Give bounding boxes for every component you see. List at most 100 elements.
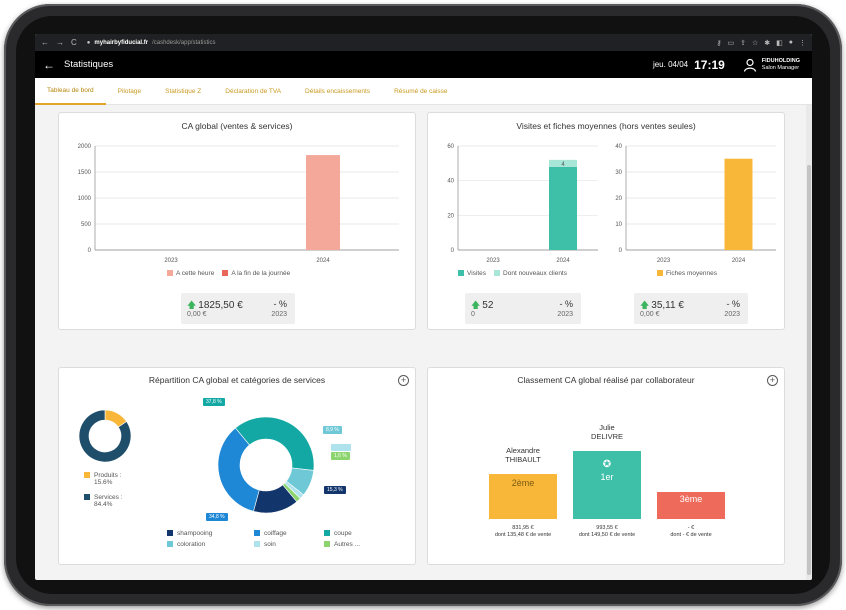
service-categories-donut xyxy=(217,416,315,514)
x-tick-label: 2023 xyxy=(486,258,500,264)
x-tick-label: 2024 xyxy=(556,258,570,264)
star-icon[interactable]: ☆ xyxy=(751,39,759,47)
ca-global-stat: 🡅 1825,50 € - % 0,00 € 2023 xyxy=(181,293,295,324)
x-tick-label: 2024 xyxy=(732,258,746,264)
donut-label-shampooing: 15,3 % xyxy=(324,486,346,494)
visites-title: Visites et fiches moyennes (hors ventes … xyxy=(516,121,696,131)
ca-global-chart: 0 500 1000 1500 2000 2023 2024 xyxy=(78,144,399,264)
visites-card: Visites et fiches moyennes (hors ventes … xyxy=(427,112,785,330)
app-header: ← Statistiques jeu. 04/04 17:19 FIDUHOLD… xyxy=(35,51,812,78)
header-time: 17:19 xyxy=(694,57,725,72)
y-tick-label: 0 xyxy=(88,248,92,254)
legend-label: A la fin de la journée xyxy=(231,270,291,277)
visites-legend: Visites Dont nouveaux clients xyxy=(458,270,567,277)
legend-item-shampooing: shampooing xyxy=(167,530,254,537)
legend-item: A cette heure xyxy=(167,270,214,277)
medal-icon: ✪ xyxy=(602,459,612,470)
donut-label-autres: 1,6 % xyxy=(331,452,350,460)
browser-back-icon[interactable]: ← xyxy=(41,38,49,47)
stat-value: 1825,50 € xyxy=(198,300,243,311)
legend-item-soin: soin xyxy=(254,541,324,548)
x-tick-label: 2024 xyxy=(316,258,330,264)
browser-menu-icon[interactable]: ⋮ xyxy=(799,39,806,47)
legend-item: Dont nouveaux clients xyxy=(494,270,567,277)
y-tick-label: 10 xyxy=(615,222,622,228)
key-icon[interactable]: ⚷ xyxy=(716,39,722,47)
legend-item-coupe: coupe xyxy=(324,530,384,537)
tab-resume-caisse[interactable]: Résumé de caisse xyxy=(394,87,448,95)
tab-pilotage[interactable]: Pilotage xyxy=(117,87,142,95)
classement-card: Classement CA global réalisé par collabo… xyxy=(427,367,785,565)
arrow-up-icon: 🡅 xyxy=(187,300,197,310)
y-tick-label: 0 xyxy=(451,248,455,254)
y-tick-label: 30 xyxy=(615,170,622,176)
rank-3-amount: - € dont - € de vente xyxy=(670,525,712,538)
y-tick-label: 2000 xyxy=(78,144,92,150)
legend-item: Fiches moyennes xyxy=(657,270,717,277)
tab-statistique-z[interactable]: Statistique Z xyxy=(165,87,202,95)
legend-swatch xyxy=(84,472,90,479)
legend-item-coiffage: coiffage xyxy=(254,530,324,537)
legend-swatch xyxy=(84,494,90,501)
ca-global-title: CA global (ventes & services) xyxy=(181,121,293,131)
legend-item-coloration: coloration xyxy=(167,541,254,548)
extensions-icon[interactable]: ✱ xyxy=(764,39,771,47)
user-icon[interactable] xyxy=(743,58,757,72)
browser-forward-icon[interactable]: → xyxy=(56,38,64,47)
profile-icon[interactable]: ● xyxy=(788,38,793,46)
tab-tableau-de-bord[interactable]: Tableau de bord xyxy=(35,78,106,105)
donut-slice xyxy=(78,409,132,463)
x-tick-label: 2023 xyxy=(164,258,178,264)
expand-plus-icon[interactable]: + xyxy=(767,375,778,386)
stat-percent: - % xyxy=(273,299,288,309)
legend-label: Visites xyxy=(467,270,487,277)
repartition-title: Répartition CA global et catégories de s… xyxy=(148,375,326,385)
donut-slice xyxy=(234,416,315,471)
page-scrollbar[interactable] xyxy=(806,105,812,580)
stat-previous: 0,00 € xyxy=(187,311,207,318)
visites-chart: 0 20 40 60 2023 2024 4 xyxy=(447,144,598,264)
bar xyxy=(549,159,577,167)
stat-year: 2023 xyxy=(724,311,740,318)
rank-2-name: Alexandre THIBAULT xyxy=(505,446,541,464)
stat-year: 2023 xyxy=(557,311,573,318)
header-date: jeu. 04/04 xyxy=(652,60,689,69)
rank-3-label: 3ème xyxy=(679,494,703,504)
classement-title: Classement CA global réalisé par collabo… xyxy=(517,375,695,385)
share-icon[interactable]: ⇪ xyxy=(740,39,746,47)
legend-label: Services : xyxy=(94,494,123,501)
url-host: myhairbyfiducial.fr xyxy=(94,39,149,46)
legend-label: Produits : xyxy=(94,472,122,479)
legend-swatch xyxy=(222,270,229,277)
data-label: 4 xyxy=(561,162,565,168)
fiches-stat: 🡅 35,11 € - % 0,00 € 2023 xyxy=(634,293,748,324)
donut-slice xyxy=(217,427,260,512)
address-bar[interactable]: ● myhairbyfiducial.fr/cashdesk/app/stati… xyxy=(87,40,216,46)
sidebar-icon[interactable]: ◧ xyxy=(776,39,783,47)
legend-label: Dont nouveaux clients xyxy=(503,270,567,277)
donut-label-coupe: 37,8 % xyxy=(203,398,225,406)
services-legend: Services :84.4% xyxy=(84,494,123,508)
stat-percent: - % xyxy=(559,299,574,309)
y-tick-label: 1000 xyxy=(78,196,92,202)
y-tick-label: 40 xyxy=(447,179,454,185)
tab-details-encaissements[interactable]: Détails encaissements xyxy=(305,87,371,95)
legend-value: 15.6% xyxy=(94,479,113,486)
tab-declaration-tva[interactable]: Déclaration de TVA xyxy=(225,87,282,95)
rank-2-label: 2ème xyxy=(511,478,535,488)
y-tick-label: 20 xyxy=(447,213,454,219)
user-info[interactable]: FIDUHOLDING Salon Manager xyxy=(762,58,800,72)
ca-global-legend: A cette heure A la fin de la journée xyxy=(167,270,290,277)
cast-icon[interactable]: ▭ xyxy=(727,39,735,47)
stat-value: 35,11 € xyxy=(651,300,684,311)
stat-year: 2023 xyxy=(271,311,287,318)
browser-reload-icon[interactable]: C xyxy=(71,38,77,47)
arrow-left-icon[interactable]: ← xyxy=(43,57,55,72)
scrollbar-thumb[interactable] xyxy=(807,165,811,575)
legend-label: A cette heure xyxy=(176,270,215,277)
y-tick-label: 20 xyxy=(615,196,622,202)
rank-1-label: 1er xyxy=(600,472,614,482)
user-company: FIDUHOLDING xyxy=(761,57,800,64)
expand-plus-icon[interactable]: + xyxy=(398,375,409,386)
produits-services-donut xyxy=(78,409,132,463)
